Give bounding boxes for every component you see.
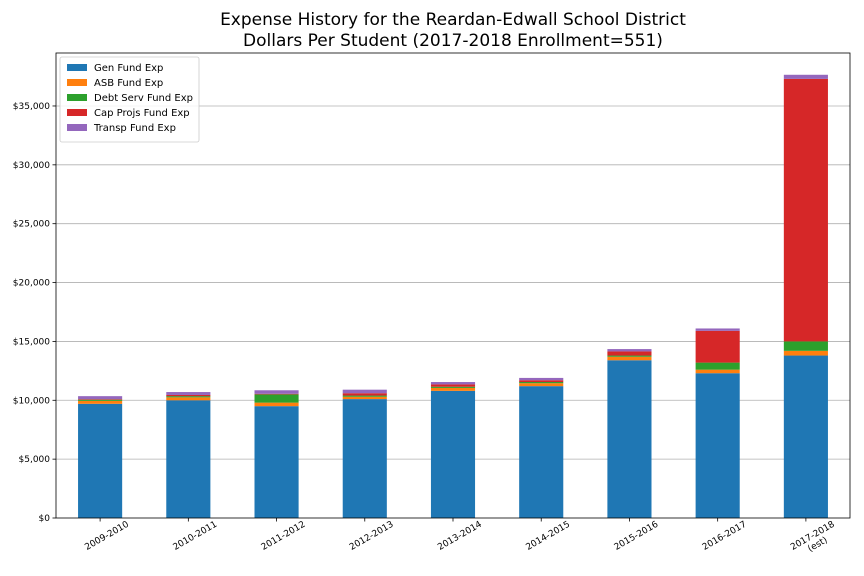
x-tick-label-line-0-0: 2009-2010 (83, 520, 131, 553)
bar-layer (78, 74, 828, 518)
bar-transp-fund-exp-2 (254, 390, 299, 394)
bar-gen-fund-exp-7 (695, 373, 740, 518)
bar-debt-serv-fund-exp-8 (783, 341, 828, 351)
x-tick-label-line-2-0: 2011-2012 (260, 520, 307, 553)
bar-debt-serv-fund-exp-0 (78, 399, 123, 401)
bar-debt-serv-fund-exp-6 (607, 355, 652, 357)
chart-subtitle: Dollars Per Student (2017-2018 Enrollmen… (243, 31, 663, 51)
x-tick-label-line-7-0: 2016-2017 (701, 520, 748, 553)
x-tick-label-line-5-0: 2014-2015 (524, 520, 571, 553)
bar-cap-projs-fund-exp-3 (342, 393, 387, 396)
bar-cap-projs-fund-exp-6 (607, 351, 652, 356)
bar-cap-projs-fund-exp-8 (783, 78, 828, 342)
bar-transp-fund-exp-5 (519, 377, 564, 381)
bar-gen-fund-exp-2 (254, 406, 299, 518)
bar-gen-fund-exp-5 (519, 386, 564, 518)
y-axis: $0 $5,000 $10,000 $15,000 $20,000 $25,000 $30,… (13, 102, 56, 524)
legend-swatch-2 (67, 94, 87, 101)
bar-debt-serv-fund-exp-5 (519, 382, 564, 384)
y-tick-label-7: $35,000 (13, 102, 50, 112)
bar-asb-fund-exp-1 (166, 397, 211, 401)
legend-label-4: Transp Fund Exp (93, 123, 176, 134)
x-tick-label-line-1-0: 2010-2011 (172, 520, 219, 553)
legend-swatch-4 (67, 124, 87, 131)
bar-asb-fund-exp-5 (519, 383, 564, 387)
x-axis: 2009-2010 2010-2011 2011-2012 2012-2013 2013… (83, 518, 842, 562)
x-tick-label-2: 2011-2012 (260, 520, 307, 553)
bar-asb-fund-exp-6 (607, 356, 652, 361)
bar-cap-projs-fund-exp-5 (519, 380, 564, 383)
x-tick-label-1: 2010-2011 (172, 520, 219, 553)
x-tick-label-line-4-0: 2013-2014 (436, 520, 484, 553)
bar-transp-fund-exp-7 (695, 328, 740, 331)
bar-cap-projs-fund-exp-1 (166, 394, 211, 397)
x-tick-label-line-6-0: 2015-2016 (613, 520, 661, 553)
y-tick-label-4: $20,000 (13, 279, 50, 289)
legend-label-0: Gen Fund Exp (94, 63, 163, 74)
bar-transp-fund-exp-3 (342, 389, 387, 394)
bar-gen-fund-exp-3 (342, 399, 387, 518)
bar-debt-serv-fund-exp-3 (342, 395, 387, 397)
legend: Gen Fund Exp ASB Fund Exp Debt Serv Fund E… (59, 56, 200, 143)
legend-label-1: ASB Fund Exp (94, 78, 163, 89)
bar-gen-fund-exp-1 (166, 400, 211, 518)
bar-asb-fund-exp-4 (430, 387, 476, 391)
y-tick-label-3: $15,000 (13, 337, 50, 347)
y-tick-label-6: $30,000 (13, 161, 50, 171)
y-tick-label-5: $25,000 (13, 220, 50, 230)
bar-transp-fund-exp-4 (430, 382, 476, 385)
y-tick-label-0: $0 (39, 514, 51, 524)
bar-transp-fund-exp-0 (78, 396, 123, 400)
bar-asb-fund-exp-3 (342, 396, 387, 400)
bar-gen-fund-exp-0 (78, 403, 123, 518)
x-tick-label-3: 2012-2013 (348, 520, 395, 553)
legend-label-2: Debt Serv Fund Exp (94, 93, 193, 104)
bar-asb-fund-exp-2 (254, 402, 299, 407)
legend-swatch-0 (67, 64, 87, 71)
x-tick-label-4: 2013-2014 (436, 520, 484, 553)
bar-asb-fund-exp-7 (695, 369, 740, 374)
bar-debt-serv-fund-exp-7 (695, 362, 740, 370)
bar-debt-serv-fund-exp-1 (166, 396, 211, 398)
x-tick-label-line-3-0: 2012-2013 (348, 520, 395, 553)
bar-cap-projs-fund-exp-4 (430, 384, 476, 387)
legend-label-3: Cap Projs Fund Exp (94, 108, 190, 119)
x-tick-label-5: 2014-2015 (524, 520, 571, 553)
x-tick-label-8: 2017-2018(est) (789, 520, 842, 562)
bar-asb-fund-exp-0 (78, 400, 123, 404)
y-tick-label-2: $10,000 (13, 396, 50, 406)
chart-title: Expense History for the Reardan-Edwall S… (220, 10, 686, 30)
bar-transp-fund-exp-1 (166, 392, 211, 395)
legend-swatch-3 (67, 109, 87, 116)
bar-gen-fund-exp-4 (430, 390, 476, 518)
bar-cap-projs-fund-exp-2 (254, 393, 299, 395)
x-tick-label-7: 2016-2017 (701, 520, 748, 553)
bar-debt-serv-fund-exp-2 (254, 394, 299, 403)
bar-gen-fund-exp-6 (607, 360, 652, 518)
x-tick-label-6: 2015-2016 (613, 520, 661, 553)
bar-cap-projs-fund-exp-7 (695, 330, 740, 363)
y-tick-label-1: $5,000 (19, 455, 51, 465)
legend-box (59, 56, 200, 143)
legend-swatch-1 (67, 79, 87, 86)
bar-cap-projs-fund-exp-0 (78, 399, 123, 400)
bar-transp-fund-exp-8 (783, 74, 828, 79)
x-tick-label-0: 2009-2010 (83, 520, 131, 553)
bar-transp-fund-exp-6 (607, 349, 652, 352)
bar-debt-serv-fund-exp-4 (430, 386, 476, 388)
bar-asb-fund-exp-8 (783, 350, 828, 356)
bar-gen-fund-exp-8 (783, 355, 828, 518)
